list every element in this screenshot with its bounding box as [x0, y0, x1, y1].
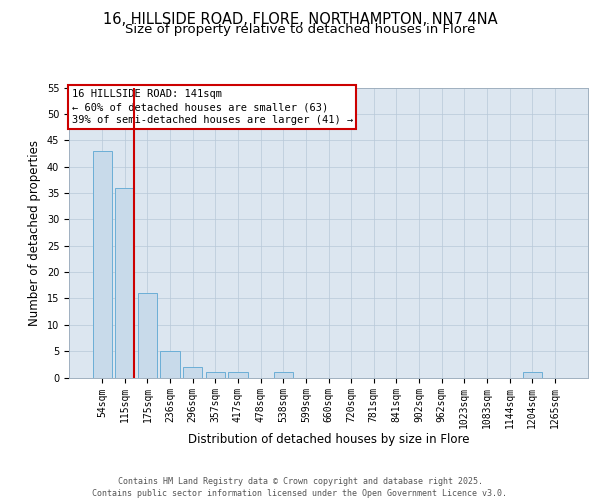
- Text: Contains HM Land Registry data © Crown copyright and database right 2025.
Contai: Contains HM Land Registry data © Crown c…: [92, 476, 508, 498]
- Bar: [92, 151, 112, 378]
- Bar: [274, 372, 293, 378]
- Text: 16, HILLSIDE ROAD, FLORE, NORTHAMPTON, NN7 4NA: 16, HILLSIDE ROAD, FLORE, NORTHAMPTON, N…: [103, 12, 497, 28]
- Bar: [229, 372, 248, 378]
- Bar: [138, 293, 157, 378]
- Bar: [206, 372, 225, 378]
- X-axis label: Distribution of detached houses by size in Flore: Distribution of detached houses by size …: [188, 432, 469, 446]
- Bar: [183, 367, 202, 378]
- Text: Size of property relative to detached houses in Flore: Size of property relative to detached ho…: [125, 22, 475, 36]
- Bar: [523, 372, 542, 378]
- Bar: [115, 188, 134, 378]
- Bar: [160, 351, 180, 378]
- Text: 16 HILLSIDE ROAD: 141sqm
← 60% of detached houses are smaller (63)
39% of semi-d: 16 HILLSIDE ROAD: 141sqm ← 60% of detach…: [71, 89, 353, 126]
- Y-axis label: Number of detached properties: Number of detached properties: [28, 140, 41, 326]
